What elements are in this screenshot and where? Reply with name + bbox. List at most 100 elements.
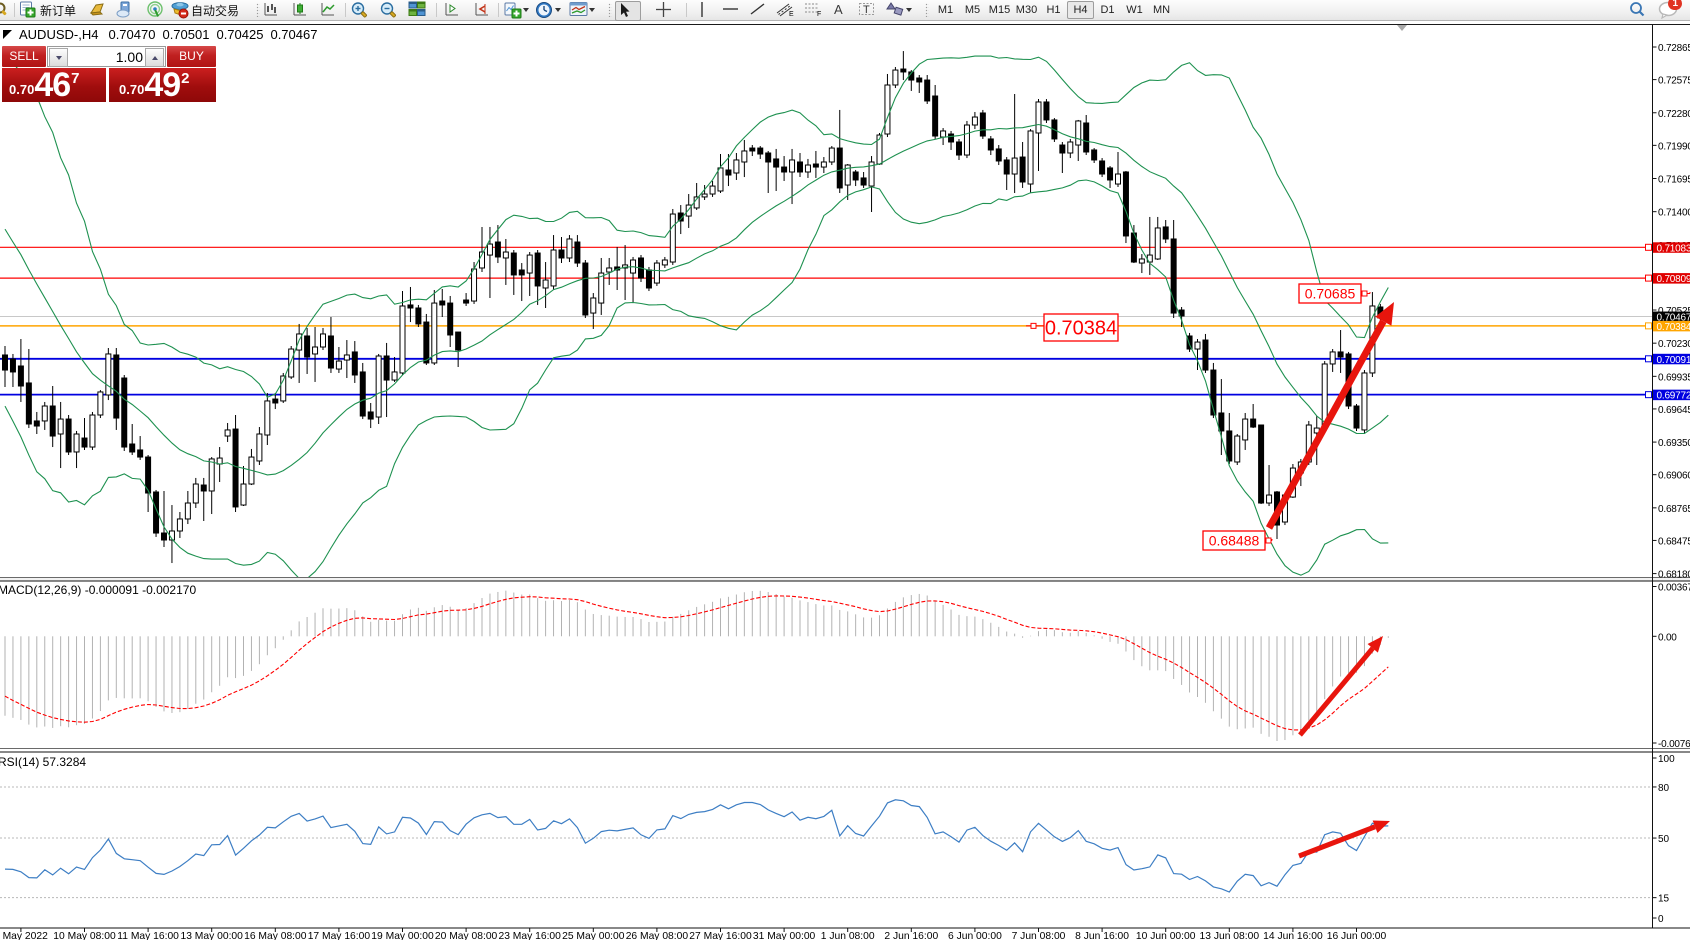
shapes-dropdown-caret[interactable] xyxy=(906,8,912,12)
vline-tool-button[interactable] xyxy=(694,1,712,19)
candle-body-bear xyxy=(145,456,152,494)
buy-price-box[interactable]: 0.70 49 2 xyxy=(109,68,216,102)
candle-body-bull xyxy=(1329,351,1336,365)
timeframe-MN[interactable]: MN xyxy=(1152,4,1171,16)
svg-text:T: T xyxy=(863,4,870,16)
candle-body-bear xyxy=(948,133,955,143)
candle xyxy=(1242,412,1249,450)
volume-input[interactable]: 1.00 xyxy=(47,46,166,67)
candle-body-bear xyxy=(812,163,819,168)
candle xyxy=(566,235,573,263)
chart-shift-marker[interactable] xyxy=(1397,25,1407,31)
toolbar-grip[interactable] xyxy=(925,3,929,17)
periods-button[interactable] xyxy=(535,1,561,19)
candle-body-bear xyxy=(455,331,462,351)
timeframe-M15[interactable]: M15 xyxy=(988,4,1011,16)
crosshair-tool-button[interactable] xyxy=(655,1,673,19)
trend-arrow-shaft[interactable] xyxy=(1265,319,1387,530)
candle-body-bear xyxy=(916,77,923,83)
indicators-dropdown-caret[interactable] xyxy=(523,8,529,12)
periods-dropdown-caret[interactable] xyxy=(555,8,561,12)
candle xyxy=(192,477,199,508)
volume-decrease-button[interactable] xyxy=(49,48,68,67)
volume-increase-button[interactable] xyxy=(145,48,164,67)
indicators-button[interactable] xyxy=(503,1,529,19)
chat-button[interactable]: 1 xyxy=(1658,0,1682,19)
timeframe-M5[interactable]: M5 xyxy=(964,4,981,16)
price-tick-label: 0.69645 xyxy=(1658,405,1690,416)
annotation-price-label: 0.68488 xyxy=(1209,533,1260,549)
candle xyxy=(1218,379,1225,456)
zoom-out-icon xyxy=(379,1,397,19)
candle-body-bear xyxy=(232,428,239,508)
annotation-price-label: 0.70685 xyxy=(1305,286,1356,302)
pane-divider[interactable] xyxy=(0,577,1690,581)
search-button[interactable] xyxy=(1628,1,1646,19)
candle-body-bear xyxy=(49,405,56,437)
candle-body-bull xyxy=(1234,435,1241,463)
buy-button[interactable]: BUY xyxy=(167,46,216,67)
new-order-button[interactable]: 新订单 xyxy=(19,1,76,19)
candle-body-bull xyxy=(1242,418,1249,441)
data-center-button[interactable] xyxy=(146,1,164,19)
candle xyxy=(971,111,978,130)
time-tick-label: 25 May 00:00 xyxy=(562,931,625,940)
cursor-tool-button[interactable] xyxy=(615,1,641,21)
candle xyxy=(41,401,48,430)
timeframe-H1[interactable]: H1 xyxy=(1046,4,1061,16)
timeframe-W1[interactable]: W1 xyxy=(1126,4,1143,16)
zoom-out-button[interactable] xyxy=(379,1,397,19)
candle xyxy=(1329,349,1336,372)
fibonacci-tool-button[interactable]: F xyxy=(804,1,822,19)
profiles-button[interactable] xyxy=(115,1,133,19)
sell-button[interactable]: SELL xyxy=(2,46,46,67)
timeframe-H4[interactable]: H4 xyxy=(1067,1,1094,19)
shapes-tool-button[interactable] xyxy=(886,1,912,19)
expand-triangle-icon[interactable] xyxy=(3,30,12,39)
annotation-box[interactable] xyxy=(1043,313,1119,342)
candle-body-bull xyxy=(192,483,199,504)
candle xyxy=(606,257,613,285)
trendline-tool-button[interactable] xyxy=(749,1,767,19)
toolbar-separator xyxy=(14,3,15,17)
candle xyxy=(757,146,764,159)
candle-body-bull xyxy=(526,254,533,274)
timeframe-M30[interactable]: M30 xyxy=(1015,4,1038,16)
toolbar-grip[interactable] xyxy=(608,3,612,17)
candle xyxy=(73,430,80,469)
market-watch-button[interactable] xyxy=(88,1,106,19)
hline-tool-button[interactable] xyxy=(722,1,740,19)
candle-chart-button[interactable] xyxy=(291,1,309,19)
trend-arrow-shaft[interactable] xyxy=(1298,824,1376,859)
text-label-tool-button[interactable]: T xyxy=(858,1,876,19)
candle xyxy=(168,505,175,564)
templates-button[interactable] xyxy=(569,1,595,19)
auto-scroll-button[interactable] xyxy=(442,1,460,19)
channel-tool-button[interactable]: E xyxy=(776,1,794,19)
bar-chart-button[interactable] xyxy=(262,1,280,19)
spinner-up-icon xyxy=(151,55,158,60)
timeframe-D1[interactable]: D1 xyxy=(1100,4,1115,16)
candle-body-bull xyxy=(105,353,112,396)
candle xyxy=(1146,216,1153,275)
sell-price-box[interactable]: 0.70 46 7 xyxy=(2,68,106,102)
candle-body-bull xyxy=(502,251,509,259)
autotrading-button[interactable]: 自动交易 xyxy=(170,1,239,19)
chart-shift-button[interactable] xyxy=(472,1,490,19)
tile-windows-button[interactable] xyxy=(408,1,426,19)
candle-body-bull xyxy=(399,305,406,374)
rsi-tick-label: 0 xyxy=(1658,914,1664,925)
zoom-in-button[interactable] xyxy=(350,1,368,19)
text-tool-button[interactable]: A xyxy=(831,1,849,19)
templates-dropdown-caret[interactable] xyxy=(589,8,595,12)
chart-symbol-period: AUDUSD-,H4 xyxy=(19,27,99,42)
time-tick-label: 10 Jun 00:00 xyxy=(1136,931,1196,940)
line-chart-button[interactable] xyxy=(319,1,337,19)
trend-arrow-shaft[interactable] xyxy=(1298,646,1375,737)
toolbar-grip[interactable] xyxy=(256,3,260,17)
price-badge-label: 0.71083 xyxy=(1657,243,1690,254)
timeframe-M1[interactable]: M1 xyxy=(937,4,954,16)
trend-arrow-head xyxy=(1372,820,1390,834)
ohlc-open: 0.70470 xyxy=(108,27,156,42)
candle-body-bull xyxy=(1011,157,1018,175)
